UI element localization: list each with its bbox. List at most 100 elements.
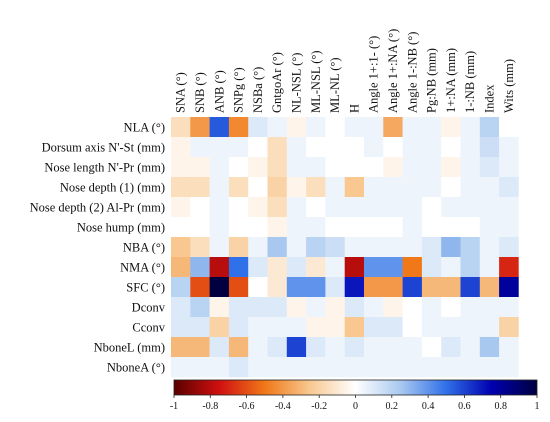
heatmap-cell-r9-c7 — [306, 297, 326, 318]
heatmap-cell-r3-c6 — [286, 177, 307, 198]
heatmap-cell-r12-c8 — [325, 357, 345, 378]
heatmap-cell-r5-c11 — [383, 217, 403, 238]
heatmap-cell-r8-c4 — [248, 277, 268, 298]
heatmap-cell-r4-c3 — [228, 197, 249, 218]
heatmap-cell-r12-c17 — [499, 357, 519, 378]
heatmap-cell-r1-c10 — [364, 137, 384, 158]
heatmap-cell-r2-c0 — [171, 157, 191, 178]
heatmap-cell-r1-c15 — [460, 137, 481, 158]
heatmap-cell-r4-c0 — [171, 197, 191, 218]
heatmap-cell-r11-c1 — [190, 337, 210, 358]
heatmap-cell-r9-c9 — [344, 297, 365, 318]
heatmap-cell-r0-c17 — [499, 117, 519, 138]
heatmap-cell-r4-c6 — [286, 197, 307, 218]
heatmap-cell-r0-c7 — [306, 117, 326, 138]
heatmap-cell-r12-c16 — [479, 357, 500, 378]
heatmap-cell-r7-c4 — [248, 257, 268, 278]
heatmap-cell-r11-c14 — [441, 337, 461, 358]
heatmap-cell-r8-c2 — [209, 277, 230, 298]
heatmap-cell-r9-c3 — [228, 297, 249, 318]
heatmap-cell-r0-c2 — [209, 117, 230, 138]
heatmap-cell-r0-c11 — [383, 117, 403, 138]
heatmap-cell-r3-c13 — [421, 177, 442, 198]
heatmap-cell-r3-c2 — [209, 177, 230, 198]
heatmap-cell-r12-c12 — [402, 357, 423, 378]
heatmap-cell-r1-c5 — [267, 137, 288, 158]
heatmap-cell-r2-c10 — [364, 157, 384, 178]
colorbar-tick-label: 1 — [535, 401, 540, 412]
heatmap-cell-r8-c12 — [402, 277, 423, 298]
heatmap-cell-r8-c15 — [460, 277, 481, 298]
heatmap-cell-r5-c12 — [402, 217, 423, 238]
heatmap-cell-r5-c5 — [267, 217, 288, 238]
heatmap-cell-r5-c7 — [306, 217, 326, 238]
heatmap-cell-r11-c17 — [499, 337, 519, 358]
heatmap-cell-r9-c13 — [421, 297, 442, 318]
heatmap-cell-r6-c12 — [402, 237, 423, 258]
row-label-nose-length-n-pr-mm: Nose length N'-Pr (mm) — [44, 161, 165, 175]
heatmap-cell-r5-c8 — [325, 217, 345, 238]
heatmap-cell-r9-c14 — [441, 297, 461, 318]
heatmap-cell-r11-c7 — [306, 337, 326, 358]
heatmap-cell-r2-c15 — [460, 157, 481, 178]
column-label-anb: ANB (°) — [212, 70, 226, 113]
heatmap-cell-r7-c5 — [267, 257, 288, 278]
heatmap-cell-r1-c7 — [306, 137, 326, 158]
heatmap-cell-r2-c8 — [325, 157, 345, 178]
heatmap-cell-r1-c9 — [344, 137, 365, 158]
heatmap-cell-r4-c4 — [248, 197, 268, 218]
heatmap-cell-r3-c1 — [190, 177, 210, 198]
heatmap-cell-r2-c9 — [344, 157, 365, 178]
heatmap-cell-r4-c14 — [441, 197, 461, 218]
heatmap-cell-r5-c14 — [441, 217, 461, 238]
heatmap-cell-r11-c9 — [344, 337, 365, 358]
heatmap-cell-r5-c9 — [344, 217, 365, 238]
heatmap-cell-r5-c3 — [228, 217, 249, 238]
heatmap-cell-r8-c1 — [190, 277, 210, 298]
heatmap-cell-r7-c17 — [499, 257, 519, 278]
colorbar: -1 -0.8 -0.6 -0.4 -0.2 0 0.2 0.4 0.6 0.8 1 — [170, 379, 540, 412]
heatmap-cell-r10-c7 — [306, 317, 326, 338]
heatmap-cell-r0-c8 — [325, 117, 345, 138]
heatmap-cell-r3-c9 — [344, 177, 365, 198]
heatmap-cell-r2-c12 — [402, 157, 423, 178]
heatmap-cell-r11-c3 — [228, 337, 249, 358]
column-label-nsba: NSBa (°) — [251, 67, 265, 113]
heatmap-cell-r2-c13 — [421, 157, 442, 178]
heatmap-cell-r2-c16 — [479, 157, 500, 178]
heatmap-cell-r11-c2 — [209, 337, 230, 358]
column-label-wits-mm: Wits (mm) — [502, 59, 516, 113]
heatmap-cell-r6-c11 — [383, 237, 403, 258]
heatmap-cell-r0-c10 — [364, 117, 384, 138]
row-label-nbonel-mm: NboneL (mm) — [94, 341, 165, 355]
heatmap-cell-r10-c17 — [499, 317, 519, 338]
heatmap-cell-r9-c2 — [209, 297, 230, 318]
heatmap-cell-r1-c12 — [402, 137, 423, 158]
row-labels: NLA (°) Dorsum axis N'-St (mm) Nose length… — [30, 121, 166, 375]
heatmap-cell-r0-c12 — [402, 117, 423, 138]
heatmap-cell-r3-c10 — [364, 177, 384, 198]
colorbar-tick-label: 0 — [353, 401, 358, 412]
heatmap-cell-r9-c11 — [383, 297, 403, 318]
heatmap-cell-r6-c4 — [248, 237, 268, 258]
heatmap-cell-r3-c5 — [267, 177, 288, 198]
colorbar-tick-label: -0.8 — [202, 401, 218, 412]
heatmap-cell-r10-c12 — [402, 317, 423, 338]
heatmap-cell-r10-c9 — [344, 317, 365, 338]
heatmap-cell-r4-c11 — [383, 197, 403, 218]
heatmap-cell-r11-c13 — [421, 337, 442, 358]
heatmap-cell-r3-c8 — [325, 177, 345, 198]
heatmap-cell-r0-c16 — [479, 117, 500, 138]
heatmap-cell-r9-c5 — [267, 297, 288, 318]
heatmap-cell-r11-c8 — [325, 337, 345, 358]
heatmap-cell-r12-c9 — [344, 357, 365, 378]
heatmap-cell-r0-c14 — [441, 117, 461, 138]
column-label-snb: SNB (°) — [193, 72, 207, 113]
heatmap-cell-r4-c17 — [499, 197, 519, 218]
colorbar-tick-label: -0.6 — [239, 401, 255, 412]
column-label-ml-nsl: ML-NSL (°) — [309, 50, 323, 113]
colorbar-tick-label: -0.4 — [275, 401, 291, 412]
heatmap-cell-r1-c2 — [209, 137, 230, 158]
row-label-nose-depth-2-al-pr-mm: Nose depth (2) Al-Pr (mm) — [30, 201, 165, 215]
heatmap-cell-r5-c2 — [209, 217, 230, 238]
